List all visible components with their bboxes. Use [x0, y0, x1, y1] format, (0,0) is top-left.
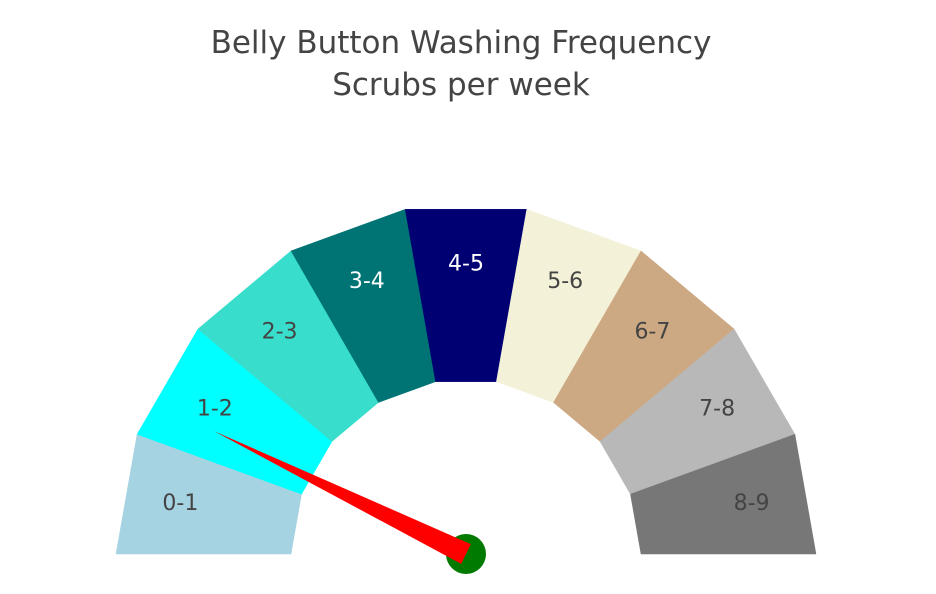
chart-title-main: Belly Button Washing Frequency [210, 25, 712, 61]
chart-title: Belly Button Washing Frequency Scrubs pe… [0, 22, 922, 106]
gauge-segment-label: 0-1 [162, 491, 198, 516]
gauge-needle-group [214, 431, 486, 574]
gauge-needle [214, 431, 471, 564]
gauge-segment-label: 8-9 [734, 491, 770, 516]
gauge-segment-8-9 [630, 433, 817, 555]
chart-title-sub: Scrubs per week [332, 67, 590, 103]
gauge-segment-label: 5-6 [547, 269, 583, 294]
gauge-segment-label: 1-2 [197, 397, 233, 422]
gauge-segment-label: 4-5 [448, 252, 484, 277]
gauge-segment-label: 6-7 [634, 319, 670, 344]
gauge-labels: 0-1 1-2 2-3 3-4 4-5 5-6 6-7 7-8 8-9 [162, 252, 769, 517]
gauge-segment-label: 2-3 [262, 319, 298, 344]
gauge-segment-label: 7-8 [699, 397, 735, 422]
gauge-segments [115, 208, 817, 555]
gauge-segment-label: 3-4 [349, 269, 385, 294]
